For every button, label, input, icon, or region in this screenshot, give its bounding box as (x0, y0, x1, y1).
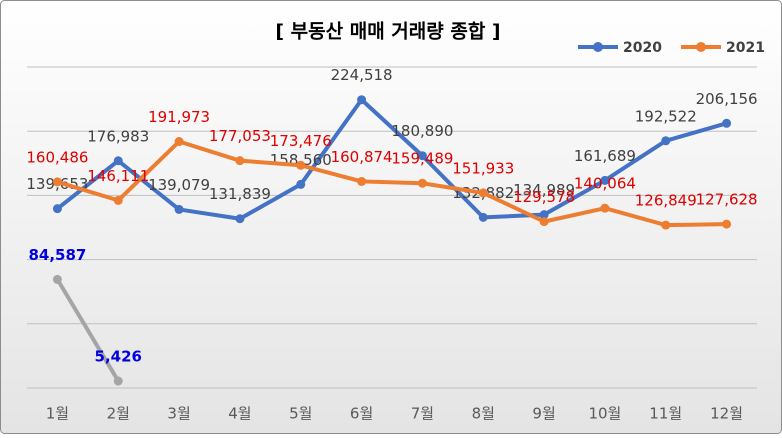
series-line (55, 278, 120, 383)
x-tick-label: 5월 (289, 405, 312, 423)
data-point (296, 160, 306, 170)
data-point (235, 156, 245, 166)
data-label: 180,890 (391, 122, 453, 140)
data-label: 192,522 (635, 107, 697, 125)
data-point (357, 176, 367, 186)
data-point (235, 214, 245, 224)
data-label: 173,476 (270, 132, 332, 150)
data-label: 206,156 (696, 90, 758, 108)
data-label: 177,053 (209, 127, 271, 145)
x-tick-label: 1월 (46, 405, 69, 423)
data-point (417, 178, 427, 188)
x-tick-label: 12월 (710, 405, 743, 423)
legend-label: 2020 (623, 40, 662, 56)
data-label: 127,628 (696, 191, 758, 209)
data-point (174, 137, 184, 147)
data-point (661, 220, 671, 230)
legend-marker (593, 42, 603, 52)
data-point (722, 118, 732, 128)
data-point (296, 179, 306, 189)
x-tick-label: 3월 (167, 405, 190, 423)
data-label: 160,486 (26, 148, 88, 166)
data-label: 140,064 (574, 175, 636, 193)
data-point (600, 175, 610, 185)
x-tick-label: 7월 (411, 405, 434, 423)
data-point (478, 212, 488, 222)
data-label: 129,578 (513, 188, 575, 206)
data-point (600, 203, 610, 213)
data-point (113, 195, 123, 205)
data-label: 176,983 (87, 127, 149, 145)
x-tick-label: 2월 (107, 405, 130, 423)
x-tick-label: 6월 (350, 405, 373, 423)
data-label: 134,989 (513, 181, 575, 199)
series-line (56, 97, 728, 221)
x-tick-label: 9월 (532, 405, 555, 423)
data-label: 146,111 (87, 167, 149, 185)
data-label: 161,689 (574, 147, 636, 165)
data-point (52, 274, 62, 284)
x-tick-label: 8월 (472, 405, 495, 423)
data-point (174, 204, 184, 214)
data-label: 126,849 (635, 192, 697, 210)
data-label: 151,933 (452, 159, 514, 177)
data-point (539, 210, 549, 220)
data-label: 191,973 (148, 108, 210, 126)
data-point (722, 219, 732, 229)
data-point (417, 151, 427, 161)
series-line (56, 139, 727, 228)
data-point (52, 177, 62, 187)
data-point (113, 376, 123, 386)
x-tick-label: 11월 (649, 405, 682, 423)
chart-title: [ 부동산 매매 거래량 종합 ] (275, 21, 500, 43)
data-point (113, 156, 123, 166)
data-label: 5,426 (95, 348, 142, 366)
data-point (478, 188, 488, 198)
data-label: 139,079 (148, 176, 210, 194)
x-tick-label: 4월 (228, 405, 251, 423)
data-label: 159,489 (391, 150, 453, 168)
data-label: 131,839 (209, 185, 271, 203)
data-point (661, 136, 671, 146)
data-point (357, 95, 367, 105)
data-point (539, 217, 549, 227)
data-label: 224,518 (331, 66, 393, 84)
data-point (52, 204, 62, 214)
legend-label: 2021 (726, 40, 765, 56)
legend-marker (696, 42, 706, 52)
data-label: 84,587 (28, 246, 86, 264)
x-tick-label: 10월 (588, 405, 621, 423)
data-label: 160,874 (331, 148, 393, 166)
